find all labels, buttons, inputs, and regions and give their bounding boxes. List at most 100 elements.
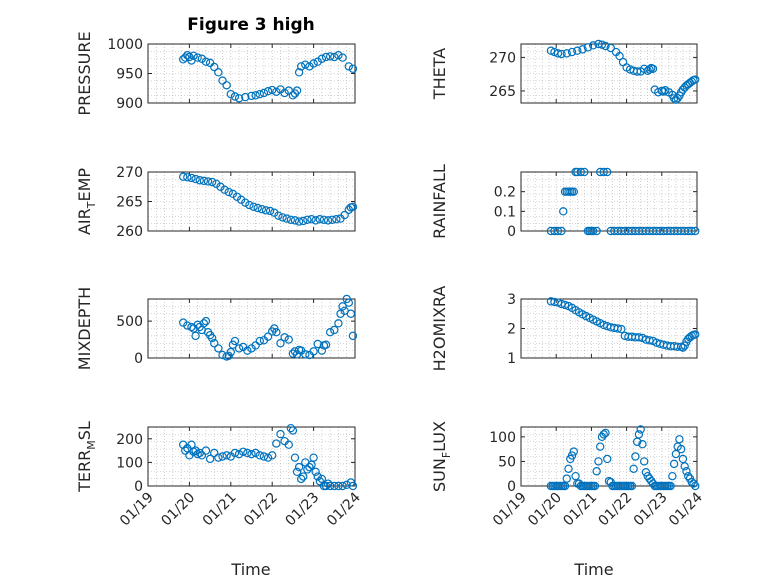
data-point [263,453,273,462]
data-point [564,464,573,473]
data-point [278,213,287,222]
y-tick-label: 270 [116,165,143,181]
data-point [286,423,296,433]
data-point [222,451,231,460]
data-point [330,481,339,491]
data-point [641,468,651,477]
data-point [243,346,252,355]
data-point [286,215,296,224]
data-point [234,344,244,353]
y-tick-label: 1 [507,351,516,367]
data-point [603,167,612,177]
data-point [675,435,684,444]
axes-box [147,43,356,104]
data-point [691,75,700,84]
data-point [268,85,277,95]
x-tick-label: 01/20 [158,490,198,530]
data-point [588,41,598,50]
data-point [557,49,566,59]
data-point [348,202,358,212]
data-point [230,92,240,101]
data-point [596,442,605,451]
y-axis-label: MIXDEPTH [75,287,94,370]
data-point [294,462,304,472]
data-point [210,339,219,348]
data-point [348,481,358,491]
data-point [317,54,327,63]
y-tick-label: 0.2 [494,185,516,201]
data-point [627,481,637,491]
y-tick-label: 100 [489,430,516,446]
subplot-mixdepth: 0 500 MIXDEPTH [75,287,358,370]
data-point [243,448,252,458]
data-point [342,480,351,490]
data-point [613,324,623,333]
data-point [255,336,264,346]
y-axis-label: THETA [430,48,449,100]
data-point [226,89,235,99]
data-point [294,217,304,226]
y-tick-label: 950 [116,67,143,83]
data-point [296,474,306,484]
data-point [292,467,302,477]
data-point [193,53,202,62]
data-point [197,451,207,460]
data-point [276,339,285,348]
x-tick-label: 01/19 [490,490,530,530]
data-point [307,214,316,224]
y-axis-label: PRESSURE [75,31,94,115]
data-point [247,91,256,101]
data-point [205,58,215,68]
y-tick-label: 900 [116,96,143,112]
data-point [214,68,223,77]
data-point [678,454,688,464]
data-point [580,167,589,177]
data-point [265,206,275,216]
data-point [606,43,615,53]
data-point [583,43,593,52]
y-axis-label: H2OMIXRA [430,286,449,372]
data-point [230,448,240,458]
data-point [301,60,310,69]
data-point [241,198,250,207]
data-point [617,324,626,334]
data-point [313,339,322,349]
data-point [601,41,610,51]
data-point [567,47,577,57]
data-point [317,346,327,355]
data-point [328,215,337,224]
y-tick-label: 0 [134,351,143,367]
data-point [311,467,320,477]
data-point [311,216,320,225]
axes-box [520,171,698,232]
data-point [325,327,335,337]
data-point [576,167,586,177]
data-point [676,444,686,454]
data-point [321,481,331,491]
data-point [332,214,341,224]
y-tick-label: 0 [507,224,516,240]
data-point [569,187,579,196]
y-tick-label: 260 [116,224,143,240]
data-point [315,477,325,486]
data-point [691,481,700,491]
data-point [330,325,339,335]
y-tick-label: 500 [116,314,143,330]
data-point [325,481,335,491]
data-point [259,452,269,461]
data-point [603,454,612,464]
data-point [668,471,677,481]
x-tick-label: 01/21 [560,490,600,530]
data-point [288,349,298,358]
data-point [301,350,310,359]
y-tick-label: 200 [116,432,143,448]
data-point [680,462,689,471]
data-point [678,343,688,352]
data-point [305,462,314,472]
data-point [590,481,600,491]
data-point [691,330,700,339]
y-axis-label: SUNFLUX [430,421,453,492]
data-point [294,68,304,77]
data-point [323,216,333,225]
